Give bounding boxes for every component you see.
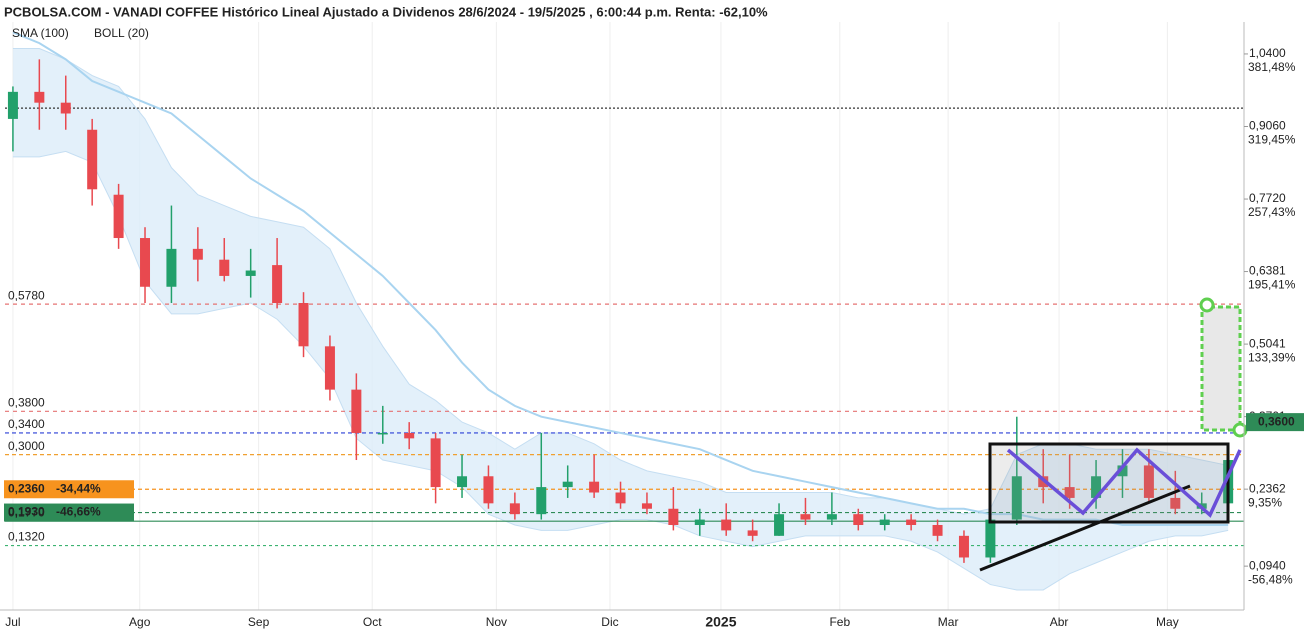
y-tick-pct-label: 9,35%: [1248, 495, 1282, 509]
x-tick-label: Dic: [601, 615, 618, 629]
bollinger-upper: [12, 48, 1229, 515]
price-marker-box: [1246, 413, 1304, 432]
candle-body: [7, 91, 18, 119]
candle-body: [1091, 476, 1102, 498]
level-label: 0,3000: [8, 439, 45, 453]
candle-body: [1011, 476, 1022, 520]
level-label: 0,3800: [8, 395, 45, 409]
candle-body: [985, 519, 996, 558]
candle-body: [140, 238, 151, 287]
y-tick-pct-label: 195,41%: [1248, 278, 1296, 292]
candle-body: [774, 514, 785, 536]
price-marker-label: 0,3600: [1258, 414, 1295, 428]
y-tick-label: 0,7720: [1249, 191, 1286, 205]
candle-body: [932, 524, 943, 536]
x-tick-label: Ago: [129, 615, 151, 629]
candle-body: [404, 432, 415, 439]
candle-body: [641, 503, 652, 509]
y-tick-label: 1,0400: [1249, 46, 1286, 60]
level-pct-label: -34,44%: [56, 481, 101, 495]
candle-body: [113, 194, 124, 239]
y-tick-pct-label: 133,39%: [1248, 350, 1296, 364]
x-tick-label: Abr: [1050, 615, 1069, 629]
candle-body: [272, 265, 283, 304]
candle-body: [298, 303, 309, 347]
candle-body: [430, 438, 441, 488]
trend-line: [979, 484, 1191, 572]
candle-body: [60, 102, 71, 114]
zigzag-pattern: [1006, 447, 1242, 518]
candle-body: [668, 508, 679, 525]
level-label-box: [4, 503, 134, 522]
x-tick-label: Sep: [248, 615, 270, 629]
level-pct-label: -46,66%: [56, 505, 101, 519]
x-tick-label: Nov: [486, 615, 507, 629]
y-tick-pct-label: 257,43%: [1248, 205, 1296, 219]
candle-body: [219, 259, 230, 276]
candle-body: [1064, 487, 1075, 498]
candle-body: [351, 389, 362, 433]
candle-body: [457, 476, 468, 488]
level-label-box: [4, 480, 134, 499]
candle-body: [1170, 497, 1181, 509]
candle-body: [536, 487, 547, 515]
x-tick-label: Oct: [363, 615, 382, 629]
candle-body: [324, 346, 335, 390]
candle-body: [1117, 465, 1128, 477]
level-label: 0,5780: [8, 288, 45, 302]
y-tick-pct-label: 381,48%: [1248, 60, 1296, 74]
candle-body: [483, 476, 494, 504]
x-tick-label: 2025: [705, 614, 736, 630]
y-tick-label: 0,5041: [1249, 336, 1286, 350]
x-tick-label: Feb: [829, 615, 850, 629]
level-label: 0,3400: [8, 417, 45, 431]
candle-body: [800, 514, 811, 520]
candle-body: [562, 481, 573, 488]
y-tick-label: 0,2362: [1249, 481, 1286, 495]
drawings: [979, 297, 1248, 572]
candle-body: [958, 535, 969, 558]
y-tick-label: 0,6381: [1249, 264, 1286, 278]
bollinger-lower: [12, 150, 1229, 591]
x-tick-label: Mar: [938, 615, 959, 629]
x-tick-label: Jul: [5, 615, 20, 629]
level-label: 0,1320: [8, 530, 45, 544]
candle-body: [853, 514, 864, 525]
candle-body: [589, 481, 600, 493]
candle-body: [377, 432, 388, 435]
candle-body: [747, 530, 758, 536]
level-label: 0,2360: [8, 481, 45, 495]
chart-title: PCBOLSA.COM - VANADI COFFEE Histórico Li…: [4, 4, 768, 19]
x-tick-label: May: [1156, 615, 1179, 629]
candle-body: [826, 514, 837, 520]
y-tick-label: 0,0940: [1249, 558, 1286, 572]
legend-entry: SMA (100): [12, 26, 69, 40]
candle-body: [615, 492, 626, 504]
candle-body: [694, 519, 705, 525]
candle-body: [906, 519, 917, 525]
candle-body: [192, 248, 203, 260]
candle-body: [509, 503, 520, 515]
sma-line: [12, 31, 1229, 526]
candle-body: [1143, 465, 1154, 498]
candle-body: [166, 248, 177, 287]
y-tick-pct-label: -56,48%: [1248, 572, 1293, 586]
y-tick-pct-label: 319,45%: [1248, 133, 1296, 147]
level-label: 0,1770: [8, 505, 45, 519]
candle-body: [87, 129, 98, 190]
target-point: [1199, 297, 1215, 313]
y-tick-label: 0,9060: [1249, 119, 1286, 133]
range-box: [988, 442, 1230, 524]
candle-body: [721, 519, 732, 531]
legend-entry: BOLL (20): [94, 26, 149, 40]
candle-body: [245, 270, 256, 276]
plot-area: [5, 22, 1244, 610]
axes: Jul Ago Sep Oct Nov Dic 2025 Feb Mar Abr May 1,0400…: [0, 22, 1304, 630]
candle-body: [879, 519, 890, 525]
candle-body: [34, 91, 45, 103]
level-label: 0,1930: [8, 505, 45, 519]
target-box: [1200, 305, 1242, 432]
